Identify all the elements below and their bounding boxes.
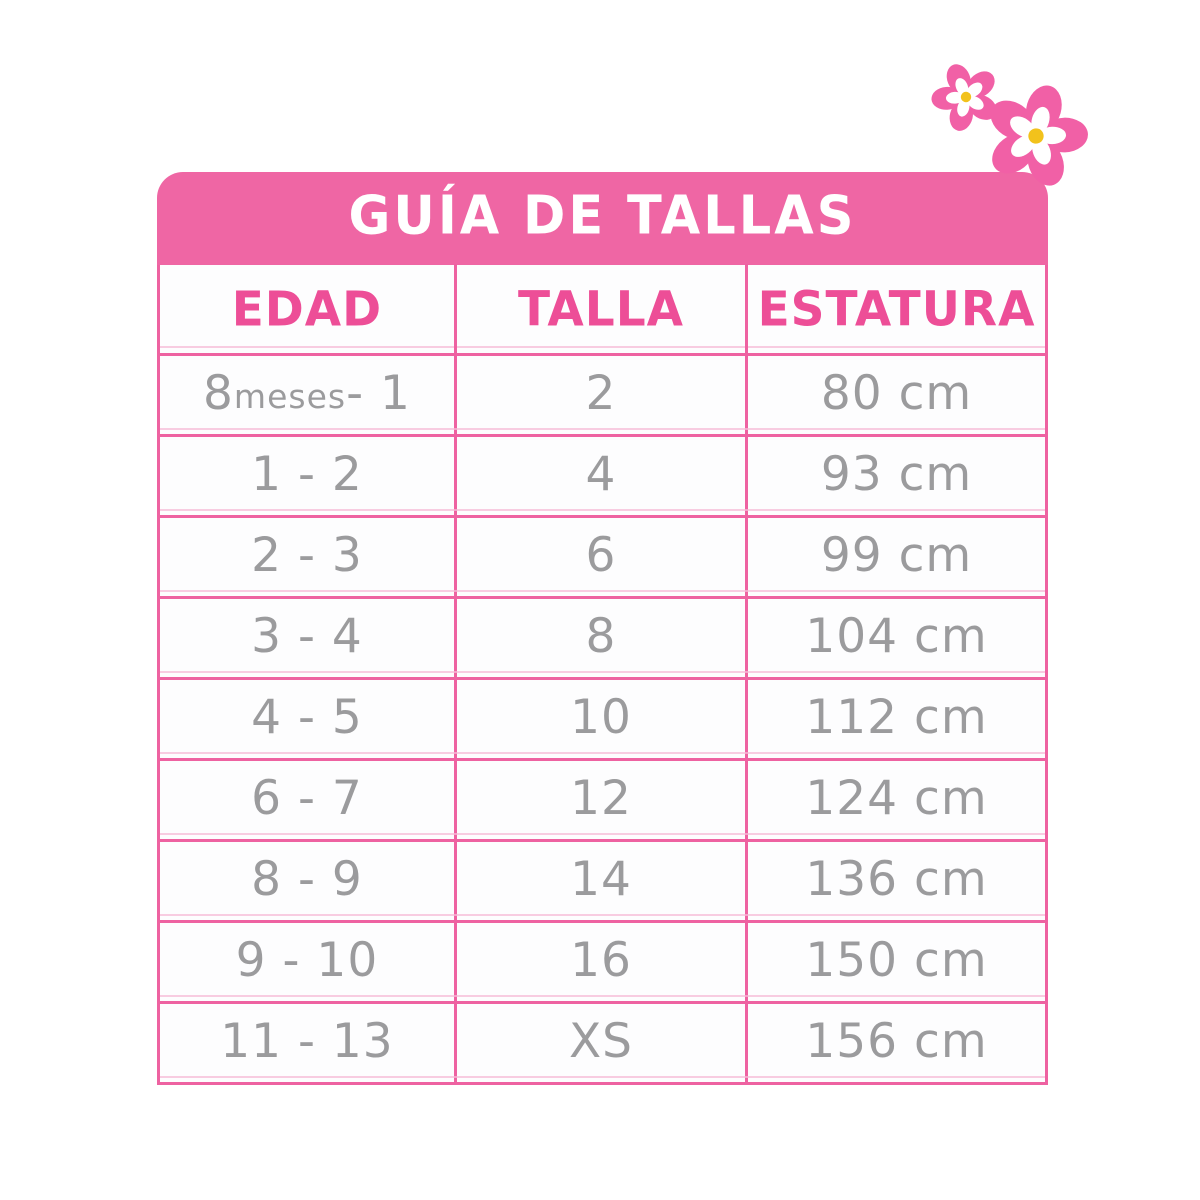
table-cell: 80 cm — [820, 365, 973, 421]
table-row: 1 - 2 4 93 cm — [160, 434, 1045, 515]
table-cell: 4 - 5 — [160, 680, 457, 758]
table-cell: 3 - 4 — [160, 599, 457, 677]
table-cell: 16 — [457, 923, 749, 1001]
table-cell: 9 - 10 — [160, 923, 457, 1001]
table-cell: 99 cm — [820, 527, 973, 583]
column-header: ESTATURA — [757, 280, 1036, 338]
flower-small-icon — [931, 64, 997, 131]
table-cell: 112 cm — [805, 689, 988, 745]
size-guide: GUÍA DE TALLAS EDAD TALLA ESTATURA 8 meses… — [157, 172, 1048, 1085]
table-row: 3 - 4 8 104 cm — [160, 596, 1045, 677]
table-cell: 2 — [457, 356, 749, 434]
table-cell: 10 — [457, 680, 749, 758]
table-header-row: EDAD TALLA ESTATURA — [160, 264, 1045, 354]
table-cell: 14 — [457, 842, 749, 920]
table-cell: 4 — [457, 437, 749, 515]
size-table: EDAD TALLA ESTATURA 8 meses - 1 2 80 cm 1 - 2… — [157, 264, 1048, 1085]
table-row: 11 - 13 XS 156 cm — [160, 1001, 1045, 1082]
table-row: 9 - 10 16 150 cm — [160, 920, 1045, 1001]
column-header: TALLA — [457, 264, 749, 354]
table-row: 8 - 9 14 136 cm — [160, 839, 1045, 920]
table-cell: XS — [457, 1004, 749, 1082]
table-cell: 12 — [457, 761, 749, 839]
table-cell: 93 cm — [820, 446, 973, 502]
table-cell: 136 cm — [805, 851, 988, 907]
table-cell: 2 - 3 — [160, 518, 457, 596]
table-row: 4 - 5 10 112 cm — [160, 677, 1045, 758]
table-cell: 150 cm — [805, 932, 988, 988]
table-row: 2 - 3 6 99 cm — [160, 515, 1045, 596]
size-guide-title: GUÍA DE TALLAS — [348, 185, 857, 248]
table-row: 8 meses - 1 2 80 cm — [160, 353, 1045, 434]
table-cell: 1 - 2 — [160, 437, 457, 515]
table-cell: 8 meses - 1 — [160, 356, 457, 434]
table-cell: 104 cm — [805, 608, 988, 664]
size-guide-header: GUÍA DE TALLAS — [157, 172, 1048, 265]
table-cell: 6 — [457, 518, 749, 596]
table-cell: 156 cm — [805, 1013, 988, 1069]
table-cell: 8 — [457, 599, 749, 677]
table-cell: 11 - 13 — [160, 1004, 457, 1082]
table-cell: 8 - 9 — [160, 842, 457, 920]
column-header: EDAD — [160, 264, 457, 354]
table-row: 6 - 7 12 124 cm — [160, 758, 1045, 839]
table-body: 8 meses - 1 2 80 cm 1 - 2 4 93 cm 2 - 3 6 99 cm 3… — [160, 353, 1045, 1082]
table-cell: 124 cm — [805, 770, 988, 826]
table-cell: 6 - 7 — [160, 761, 457, 839]
